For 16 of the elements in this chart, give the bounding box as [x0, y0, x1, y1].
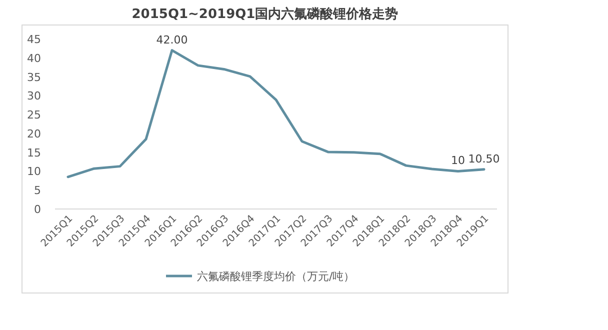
- y-tick-label: 5: [34, 184, 41, 198]
- y-tick-label: 15: [27, 146, 41, 160]
- chart-title: 2015Q1~2019Q1国内六氟磷酸锂价格走势: [132, 6, 398, 22]
- data-label: 42.00: [156, 33, 188, 46]
- data-label: 10: [451, 154, 465, 168]
- y-tick-label: 30: [27, 90, 41, 103]
- data-label: 10.50: [468, 152, 500, 166]
- y-tick-label: 25: [27, 108, 41, 122]
- legend-label: 六氟磷酸锂季度均价（万元/吨）: [197, 270, 355, 283]
- y-tick-label: 20: [27, 127, 41, 140]
- y-tick-label: 45: [27, 33, 41, 46]
- legend: 六氟磷酸锂季度均价（万元/吨）: [166, 270, 355, 283]
- y-tick-label: 0: [34, 203, 41, 216]
- y-tick-label: 40: [27, 52, 41, 65]
- y-tick-label: 35: [27, 70, 41, 84]
- y-tick-label: 10: [27, 165, 41, 178]
